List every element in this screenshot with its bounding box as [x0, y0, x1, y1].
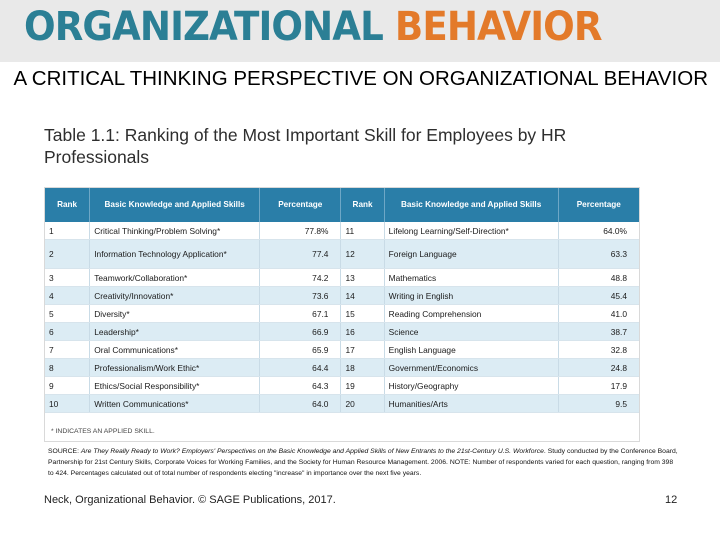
- skill-cell: English Language: [384, 340, 559, 359]
- skills-ranking-table: Rank Basic Knowledge and Applied Skills …: [45, 188, 639, 413]
- percentage-cell: 45.4: [558, 286, 639, 305]
- rank-cell: 11: [340, 222, 385, 240]
- skill-cell: Professionalism/Work Ethic*: [89, 358, 261, 377]
- table-row: 3 Teamwork/Collaboration* 74.2 13 Mathem…: [45, 268, 639, 287]
- source-prefix: SOURCE:: [48, 448, 81, 455]
- header-skills-right: Basic Knowledge and Applied Skills: [384, 188, 559, 222]
- rank-cell: 17: [340, 340, 385, 359]
- rank-cell: 16: [340, 322, 385, 341]
- source-report-title: Are They Really Ready to Work? Employers…: [80, 448, 544, 455]
- percentage-cell: 66.9: [259, 322, 342, 341]
- percentage-cell: 24.8: [558, 358, 639, 377]
- rank-cell: 20: [340, 394, 385, 413]
- skill-cell: Lifelong Learning/Self-Direction*: [384, 222, 559, 240]
- percentage-cell: 77.4: [259, 239, 342, 269]
- skill-cell: Written Communications*: [89, 394, 261, 413]
- percentage-cell: 9.5: [558, 394, 639, 413]
- percentage-cell: 64.0: [259, 394, 342, 413]
- header-rank-left: Rank: [45, 188, 91, 222]
- table-row: 2 Information Technology Application* 77…: [45, 239, 639, 269]
- skill-cell: Humanities/Arts: [384, 394, 559, 413]
- header-percentage-right: Percentage: [558, 188, 639, 222]
- banner-title: ORGANIZATIONAL BEHAVIOR: [24, 4, 602, 50]
- percentage-cell: 38.7: [558, 322, 639, 341]
- skill-cell: History/Geography: [384, 376, 559, 395]
- percentage-cell: 67.1: [259, 304, 342, 323]
- skill-cell: Teamwork/Collaboration*: [89, 268, 261, 287]
- footer-citation: Neck, Organizational Behavior. © SAGE Pu…: [44, 494, 336, 506]
- rank-cell: 3: [45, 268, 91, 287]
- page-number: 12: [665, 494, 678, 506]
- header-banner: ORGANIZATIONAL BEHAVIOR: [0, 0, 720, 62]
- percentage-cell: 64.4: [259, 358, 342, 377]
- percentage-cell: 17.9: [558, 376, 639, 395]
- table-row: 8 Professionalism/Work Ethic* 64.4 18 Go…: [45, 358, 639, 377]
- percentage-cell: 73.6: [259, 286, 342, 305]
- table-row: 7 Oral Communications* 65.9 17 English L…: [45, 340, 639, 359]
- percentage-cell: 63.3: [558, 239, 639, 269]
- source-note: SOURCE: Are They Really Ready to Work? E…: [48, 446, 678, 479]
- table-row: 6 Leadership* 66.9 16 Science 38.7: [45, 322, 639, 341]
- skill-cell: Foreign Language: [384, 239, 559, 269]
- skill-cell: Information Technology Application*: [89, 239, 261, 269]
- table-header-row: Rank Basic Knowledge and Applied Skills …: [45, 188, 639, 222]
- banner-word-behavior: BEHAVIOR: [394, 4, 603, 50]
- rank-cell: 19: [340, 376, 385, 395]
- percentage-cell: 77.8%: [259, 222, 342, 240]
- skill-cell: Oral Communications*: [89, 340, 261, 359]
- rank-cell: 12: [340, 239, 385, 269]
- skill-cell: Reading Comprehension: [384, 304, 559, 323]
- rank-cell: 10: [45, 394, 91, 413]
- rank-cell: 5: [45, 304, 91, 323]
- applied-skill-footnote: * INDICATES AN APPLIED SKILL.: [51, 428, 155, 435]
- header-percentage-left: Percentage: [259, 188, 342, 222]
- table-row: 10 Written Communications* 64.0 20 Human…: [45, 394, 639, 413]
- rank-cell: 15: [340, 304, 385, 323]
- rank-cell: 14: [340, 286, 385, 305]
- percentage-cell: 74.2: [259, 268, 342, 287]
- skill-cell: Critical Thinking/Problem Solving*: [89, 222, 261, 240]
- percentage-cell: 48.8: [558, 268, 639, 287]
- skill-cell: Diversity*: [89, 304, 261, 323]
- skills-table-figure: Rank Basic Knowledge and Applied Skills …: [44, 187, 640, 442]
- rank-cell: 18: [340, 358, 385, 377]
- rank-cell: 2: [45, 239, 91, 269]
- rank-cell: 6: [45, 322, 91, 341]
- skill-cell: Ethics/Social Responsibility*: [89, 376, 261, 395]
- percentage-cell: 32.8: [558, 340, 639, 359]
- source-details: . Study conducted by the Conference Boar…: [48, 448, 678, 477]
- table-row: 4 Creativity/Innovation* 73.6 14 Writing…: [45, 286, 639, 305]
- slide-title: A CRITICAL THINKING PERSPECTIVE ON ORGAN…: [13, 67, 708, 90]
- header-skills-left: Basic Knowledge and Applied Skills: [89, 188, 261, 222]
- table-row: 5 Diversity* 67.1 15 Reading Comprehensi…: [45, 304, 639, 323]
- skill-cell: Mathematics: [384, 268, 559, 287]
- table-caption: Table 1.1: Ranking of the Most Important…: [44, 125, 567, 167]
- rank-cell: 8: [45, 358, 91, 377]
- skill-cell: Science: [384, 322, 559, 341]
- rank-cell: 4: [45, 286, 91, 305]
- percentage-cell: 41.0: [558, 304, 639, 323]
- skill-cell: Creativity/Innovation*: [89, 286, 261, 305]
- rank-cell: 13: [340, 268, 385, 287]
- table-row: 9 Ethics/Social Responsibility* 64.3 19 …: [45, 376, 639, 395]
- skill-cell: Government/Economics: [384, 358, 559, 377]
- percentage-cell: 65.9: [259, 340, 342, 359]
- skill-cell: Writing in English: [384, 286, 559, 305]
- skill-cell: Leadership*: [89, 322, 261, 341]
- rank-cell: 1: [45, 222, 91, 240]
- rank-cell: 9: [45, 376, 91, 395]
- header-rank-right: Rank: [340, 188, 385, 222]
- percentage-cell: 64.0%: [558, 222, 639, 240]
- percentage-cell: 64.3: [259, 376, 342, 395]
- table-row: 1 Critical Thinking/Problem Solving* 77.…: [45, 222, 639, 240]
- banner-word-organizational: ORGANIZATIONAL: [24, 4, 384, 50]
- rank-cell: 7: [45, 340, 91, 359]
